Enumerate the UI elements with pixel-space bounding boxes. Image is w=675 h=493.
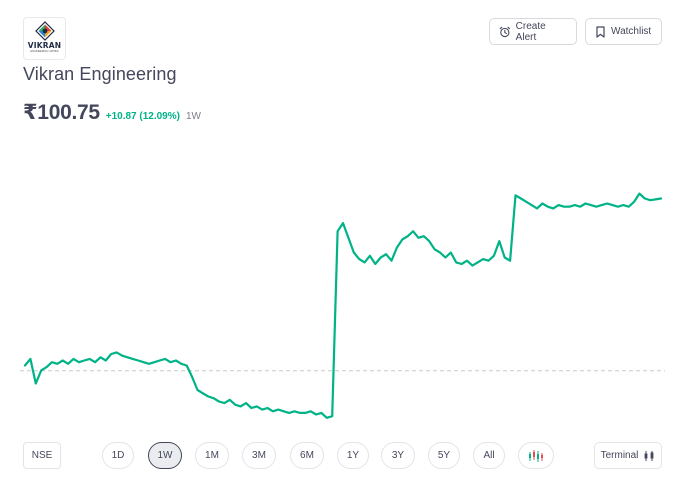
range-3m[interactable]: 3M (242, 442, 276, 469)
range-1m[interactable]: 1M (195, 442, 229, 469)
price-line-series (23, 192, 663, 419)
create-alert-button[interactable]: Create Alert (489, 18, 577, 45)
range-3y[interactable]: 3Y (381, 442, 415, 469)
range-1w[interactable]: 1W (148, 442, 182, 469)
create-alert-label: Create Alert (515, 20, 546, 43)
range-1y[interactable]: 1Y (337, 442, 369, 469)
company-logo: VIKRAN ENGINEERING LIMITED (23, 17, 66, 60)
price-change: +10.87 (12.09%) (105, 111, 180, 122)
candlestick-icon (529, 449, 543, 462)
range-1d[interactable]: 1D (102, 442, 134, 469)
range-5y[interactable]: 5Y (428, 442, 460, 469)
logo-sub-text: ENGINEERING LIMITED (30, 50, 59, 53)
range-6m[interactable]: 6M (290, 442, 324, 469)
change-period: 1W (185, 111, 201, 122)
candlestick-terminal-icon (644, 450, 654, 461)
price-chart[interactable] (20, 150, 665, 430)
watchlist-button[interactable]: Watchlist (585, 18, 662, 45)
vikran-logo-icon (34, 21, 55, 41)
bookmark-icon (596, 25, 605, 38)
terminal-button[interactable]: Terminal (594, 442, 662, 469)
alarm-clock-icon (499, 26, 511, 37)
stock-name: Vikran Engineering (23, 64, 177, 84)
price-row: ₹100.75 +10.87 (12.09%) 1W (23, 100, 201, 125)
chart-type-toggle[interactable] (518, 442, 554, 469)
terminal-label: Terminal (600, 450, 639, 461)
current-price: ₹100.75 (23, 101, 100, 124)
range-selector-bar: NSE Terminal 1D 1W 1M 3M 6M 1Y 3Y 5Y All (0, 442, 675, 470)
logo-brand-text: VIKRAN (27, 41, 62, 50)
watchlist-label: Watchlist (611, 26, 652, 37)
exchange-toggle[interactable]: NSE (23, 442, 61, 469)
range-all[interactable]: All (473, 442, 505, 469)
